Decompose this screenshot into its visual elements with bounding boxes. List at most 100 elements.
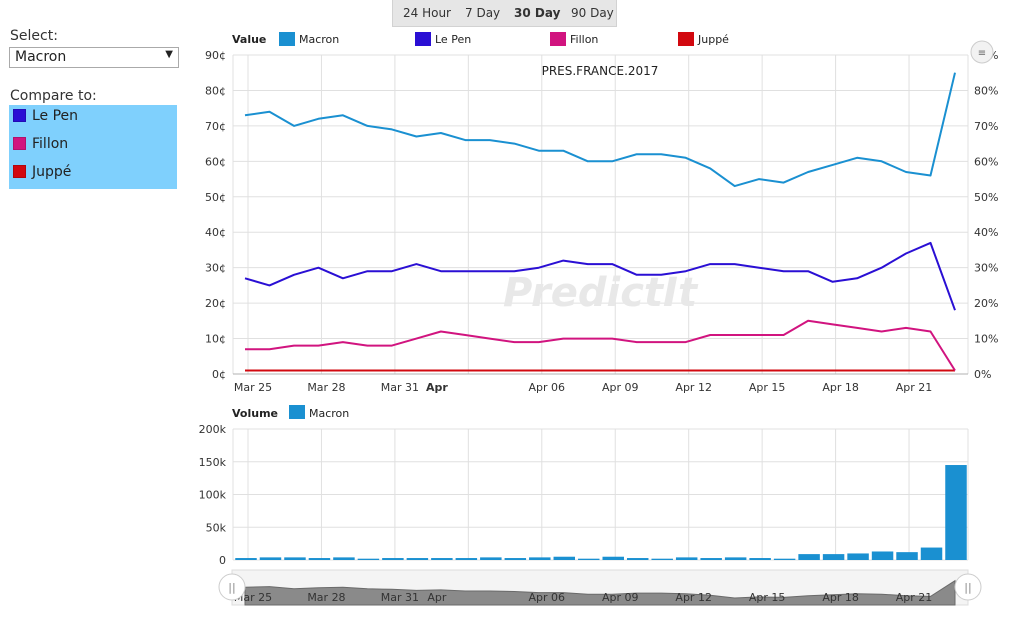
left-handle-grip-icon: || (228, 581, 235, 594)
series-line-macron (244, 72, 956, 188)
y-tick-left: 90¢ (205, 49, 226, 62)
price-chart: 0¢ 0% 10¢ 10% 20¢ 20% 30¢ 30% 40¢ 40% 50¢ 50% 60¢ 60%… (199, 32, 998, 606)
volume-bar (284, 557, 306, 560)
series-line-fillon (245, 319, 956, 372)
zoom-icon: ≡ (978, 48, 986, 59)
navigator-tick-label: Mar 28 (307, 591, 345, 604)
vol-y-tick: 100k (199, 489, 227, 502)
le-pen-swatch-icon (13, 109, 26, 122)
volume-bar (920, 547, 943, 560)
range-7-day-button[interactable]: 7 Day (465, 6, 501, 20)
volume-bar (333, 557, 355, 560)
navigator-tick-label: Mar 31 (381, 591, 419, 604)
volume-bar (504, 558, 527, 560)
volume-bar (602, 556, 624, 560)
volume-bar (259, 557, 282, 560)
navigator-tick-label: Apr (427, 591, 447, 604)
volume-bar (798, 554, 820, 560)
navigator-tick-label: Apr 06 (529, 591, 566, 604)
legend-label[interactable]: Juppé (697, 33, 729, 46)
y-tick-left: 30¢ (205, 262, 226, 275)
legend-label[interactable]: Le Pen (435, 33, 471, 46)
legend-swatch-1[interactable] (415, 32, 431, 46)
legend-swatch-3[interactable] (678, 32, 694, 46)
predictit-watermark: PredictIt (503, 270, 699, 316)
y-tick-left: 0¢ (212, 368, 226, 381)
dropdown-arrow-icon: ▼ (165, 49, 173, 60)
y-tick-left: 80¢ (205, 84, 226, 97)
zoom-reset-button[interactable] (970, 40, 994, 64)
volume-bar (382, 558, 404, 560)
volume-bar (822, 554, 845, 560)
navigator-tick-label: Mar 25 (234, 591, 272, 604)
fillon-swatch-icon (13, 137, 26, 150)
y-tick-right: 20% (974, 297, 998, 310)
chart-title: PRES.FRANCE.2017 (542, 64, 659, 78)
y-tick-left: 50¢ (205, 191, 226, 204)
x-tick-label: Mar 28 (307, 381, 345, 394)
vol-y-tick: 50k (206, 521, 227, 534)
compare-item-label: Le Pen (32, 108, 79, 124)
juppe-swatch-icon (13, 165, 26, 178)
volume-bar (724, 557, 747, 560)
range-90-day-button[interactable]: 90 Day (571, 6, 614, 20)
x-tick-label: Apr 06 (529, 381, 566, 394)
y-tick-right: 40% (974, 226, 998, 239)
volume-bar (871, 551, 894, 560)
compare-label: Compare to: (10, 88, 97, 104)
volume-bar (235, 558, 257, 560)
volume-bar (847, 553, 869, 560)
volume-bar (357, 558, 380, 560)
legend-title: Value (232, 33, 266, 46)
vol-y-tick: 150k (199, 456, 227, 469)
x-tick-label: Apr 12 (675, 381, 712, 394)
x-tick-label: Apr (426, 381, 448, 394)
compare-item-juppe[interactable]: Juppé (13, 164, 71, 184)
y-tick-right: 30% (974, 262, 998, 275)
volume-bar (529, 557, 551, 560)
volume-bar (749, 558, 771, 560)
volume-bar (700, 558, 722, 560)
right-handle-grip-icon: || (964, 581, 971, 594)
navigator-left-handle[interactable] (218, 573, 246, 601)
range-30-day-button[interactable]: 30 Day (514, 6, 561, 20)
contract-select[interactable]: Macron ▼ (9, 47, 179, 68)
navigator-tick-label: Apr 18 (822, 591, 859, 604)
range-selector: 24 Hour 7 Day 30 Day 90 Day (392, 0, 617, 27)
series-line-lepen (244, 241, 956, 311)
x-tick-label: Apr 21 (896, 381, 933, 394)
volume-bar (896, 552, 918, 560)
legend-swatch-2[interactable] (550, 32, 566, 46)
volume-bar (626, 558, 649, 560)
volume-bar (773, 558, 796, 560)
y-tick-left: 20¢ (205, 297, 226, 310)
y-tick-right: 60% (974, 155, 998, 168)
navigator-right-handle[interactable] (954, 573, 982, 601)
y-tick-left: 60¢ (205, 155, 226, 168)
legend-swatch-0[interactable] (279, 32, 295, 46)
y-tick-left: 10¢ (205, 333, 226, 346)
volume-legend-swatch[interactable] (289, 405, 305, 419)
volume-bar (480, 557, 502, 560)
volume-legend-label[interactable]: Macron (309, 407, 349, 420)
y-tick-right: 80% (974, 84, 998, 97)
navigator-tick-label: Apr 12 (675, 591, 712, 604)
compare-item-fillon[interactable]: Fillon (13, 136, 68, 156)
volume-bar (455, 558, 478, 560)
y-tick-right: 10% (974, 333, 998, 346)
compare-item-label: Fillon (32, 136, 69, 152)
y-tick-right: 0% (974, 368, 991, 381)
compare-item-le-pen[interactable]: Le Pen (13, 108, 78, 128)
volume-bar (651, 558, 673, 560)
legend-label[interactable]: Fillon (570, 33, 598, 46)
select-label: Select: (10, 28, 58, 44)
y-tick-left: 40¢ (205, 226, 226, 239)
navigator-area (244, 579, 956, 606)
vol-y-tick: 0 (219, 554, 226, 567)
legend-label[interactable]: Macron (299, 33, 339, 46)
volume-bar (945, 465, 967, 560)
range-24-hour-button[interactable]: 24 Hour (403, 6, 451, 20)
volume-bar (578, 558, 600, 560)
vol-y-tick: 200k (199, 423, 227, 436)
x-tick-label: Mar 25 (234, 381, 272, 394)
